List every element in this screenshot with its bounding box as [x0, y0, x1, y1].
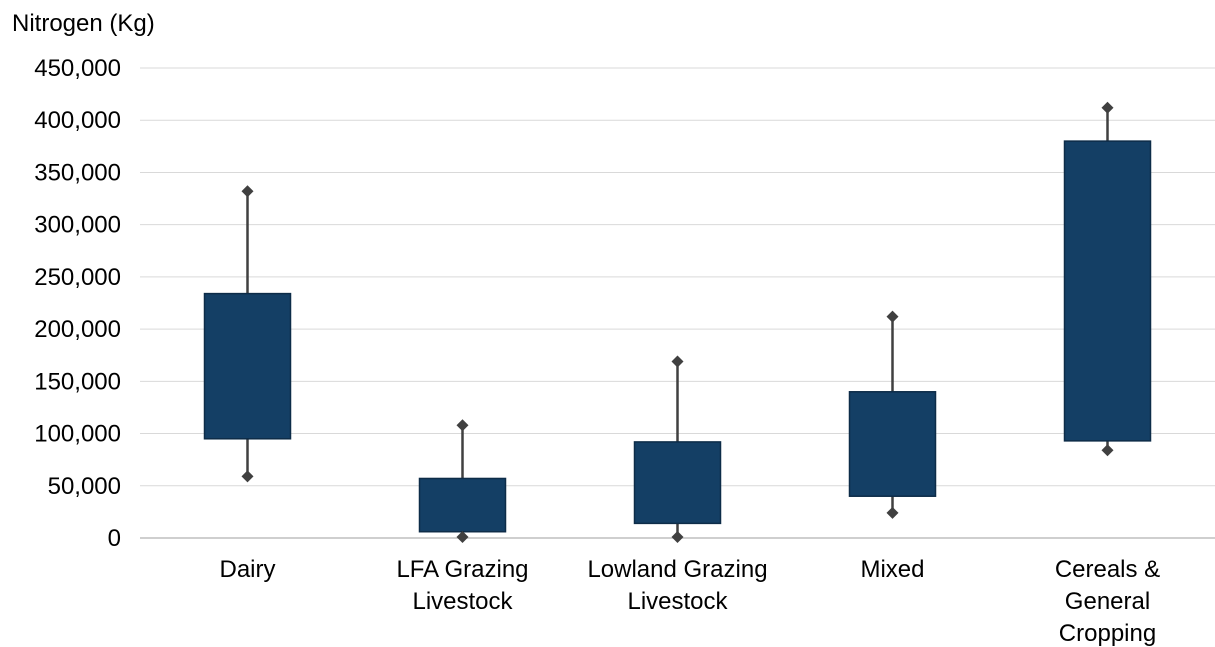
- gridlines: [140, 67, 1215, 539]
- x-category-label-line: Livestock: [627, 588, 728, 615]
- y-tick-label: 200,000: [34, 316, 121, 343]
- box: [1063, 140, 1152, 442]
- box-group: [633, 355, 722, 543]
- x-category-label-line: Mixed: [860, 556, 924, 583]
- y-tick-label: 450,000: [34, 55, 121, 82]
- max-marker: [671, 355, 684, 368]
- x-category-label: LFA Grazing Livestock: [396, 556, 528, 615]
- y-tick-label: 250,000: [34, 264, 121, 291]
- y-tick-label: 150,000: [34, 368, 121, 395]
- y-tick-label: 100,000: [34, 421, 121, 448]
- min-marker: [886, 506, 899, 519]
- x-category-label-line: Dairy: [219, 556, 275, 583]
- box-group: [848, 310, 937, 519]
- x-category-label-line: Cropping: [1059, 620, 1156, 647]
- min-marker: [241, 470, 254, 483]
- x-category-label-line: Livestock: [412, 588, 513, 615]
- box-group: [1063, 101, 1152, 457]
- box-group: [203, 185, 292, 483]
- x-category-label: Cereals & General Cropping: [1055, 556, 1160, 647]
- box: [418, 477, 507, 533]
- box: [633, 441, 722, 525]
- x-category-label: Lowland Grazing Livestock: [587, 556, 767, 615]
- max-marker: [456, 419, 469, 432]
- x-category-label-line: General: [1065, 588, 1150, 615]
- box-group: [418, 419, 507, 543]
- y-tick-label: 400,000: [34, 107, 121, 134]
- max-marker: [1101, 101, 1114, 114]
- x-category-label: Dairy: [219, 556, 275, 583]
- y-axis-ticks: 0 50,000 100,000 150,000 200,000 250,000 300,0…: [34, 55, 121, 552]
- x-category-label-line: LFA Grazing: [396, 556, 528, 583]
- min-marker: [456, 530, 469, 543]
- x-category-label: Mixed: [860, 556, 924, 583]
- x-category-label-line: Lowland Grazing: [587, 556, 767, 583]
- box-series: [203, 101, 1152, 543]
- min-marker: [671, 530, 684, 543]
- box: [203, 292, 292, 440]
- y-tick-label: 350,000: [34, 159, 121, 186]
- x-category-label-line: Cereals &: [1055, 556, 1160, 583]
- y-tick-label: 50,000: [48, 473, 121, 500]
- y-tick-label: 300,000: [34, 212, 121, 239]
- min-marker: [1101, 444, 1114, 457]
- max-marker: [886, 310, 899, 323]
- box: [848, 391, 937, 497]
- y-tick-label: 0: [108, 525, 121, 552]
- y-axis-title: Nitrogen (Kg): [12, 10, 155, 37]
- max-marker: [241, 185, 254, 198]
